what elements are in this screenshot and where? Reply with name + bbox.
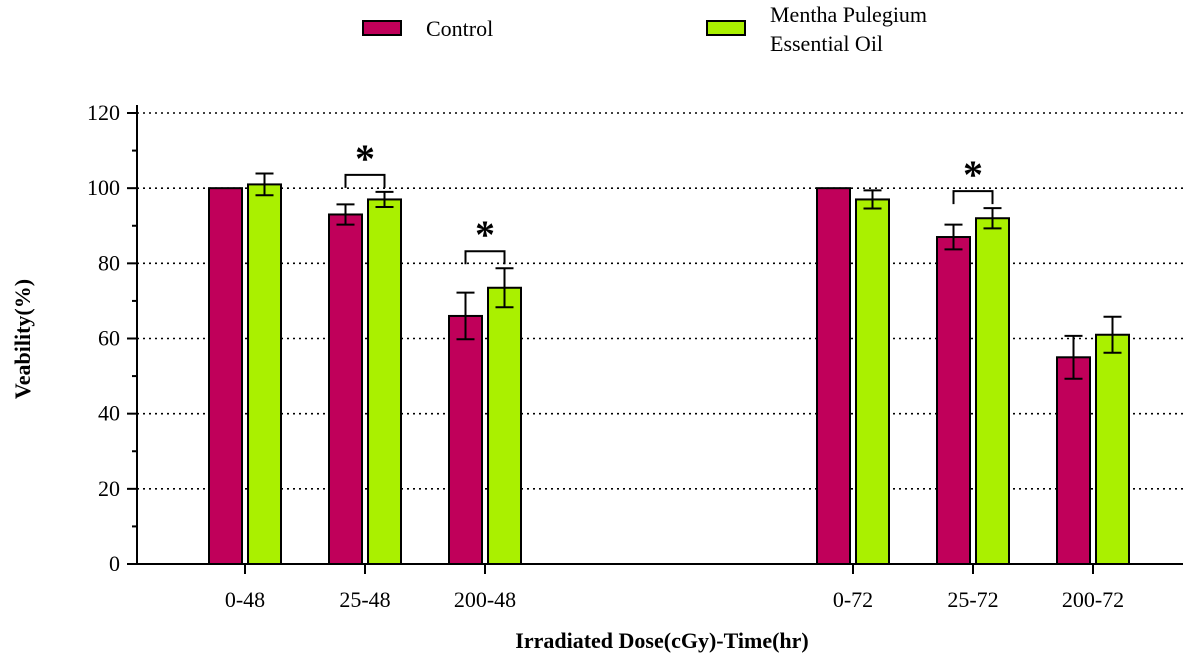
- y-axis-title: Veability(%): [10, 279, 35, 399]
- bar-mentha-0-72: [855, 198, 890, 565]
- bar-mentha-25-72: [975, 217, 1010, 565]
- bar-mentha-0-48: [247, 183, 282, 566]
- legend: Control Mentha Pulegium Essential Oil: [362, 2, 927, 56]
- bars: [208, 183, 1130, 566]
- significance-bracket-25-48: [344, 173, 386, 188]
- y-tick-label-40: 40: [98, 401, 120, 426]
- legend-label-mentha-pulegium-line1: Mentha Pulegium: [770, 2, 927, 27]
- bar-control-0-72: [816, 187, 851, 566]
- significance-bracket-200-48: [464, 250, 506, 265]
- significance-annotations: * * *: [344, 136, 994, 265]
- bar-mentha-200-72: [1095, 333, 1130, 565]
- bar-control-25-48: [328, 213, 363, 565]
- bar-control-200-72: [1056, 356, 1091, 565]
- bar-mentha-25-48: [367, 198, 402, 565]
- y-tick-label-80: 80: [98, 250, 120, 275]
- significance-star-25-72: *: [963, 152, 983, 197]
- y-tick-label-100: 100: [87, 175, 120, 200]
- x-tick-label-25-72: 25-72: [947, 587, 998, 612]
- y-tick-label-0: 0: [109, 551, 120, 576]
- axes: 0 20 40 60 80 100 120 0-48 25-48 200-48 0-72 25-72 2…: [87, 100, 1183, 612]
- x-tick-label-0-48: 0-48: [225, 587, 265, 612]
- y-tick-label-20: 20: [98, 476, 120, 501]
- significance-bracket-25-72: [952, 190, 994, 205]
- y-tick-label-120: 120: [87, 100, 120, 125]
- error-bars: [255, 172, 1122, 380]
- legend-label-control: Control: [426, 16, 493, 41]
- bar-control-25-72: [936, 236, 971, 565]
- x-tick-label-200-72: 200-72: [1062, 587, 1124, 612]
- legend-swatch-control: [362, 20, 402, 36]
- x-axis-title: Irradiated Dose(cGy)-Time(hr): [515, 628, 808, 653]
- significance-star-25-48: *: [355, 136, 375, 181]
- y-tick-label-60: 60: [98, 326, 120, 351]
- x-tick-label-200-48: 200-48: [454, 587, 516, 612]
- legend-label-mentha-pulegium-line2: Essential Oil: [770, 31, 883, 56]
- legend-swatch-mentha-pulegium: [706, 20, 746, 36]
- x-tick-label-0-72: 0-72: [833, 587, 873, 612]
- bar-mentha-200-48: [487, 286, 522, 565]
- bar-control-0-48: [208, 187, 243, 566]
- significance-star-200-48: *: [475, 212, 495, 257]
- x-tick-label-25-48: 25-48: [339, 587, 390, 612]
- gridlines: [137, 112, 1183, 490]
- bar-control-200-48: [448, 314, 483, 566]
